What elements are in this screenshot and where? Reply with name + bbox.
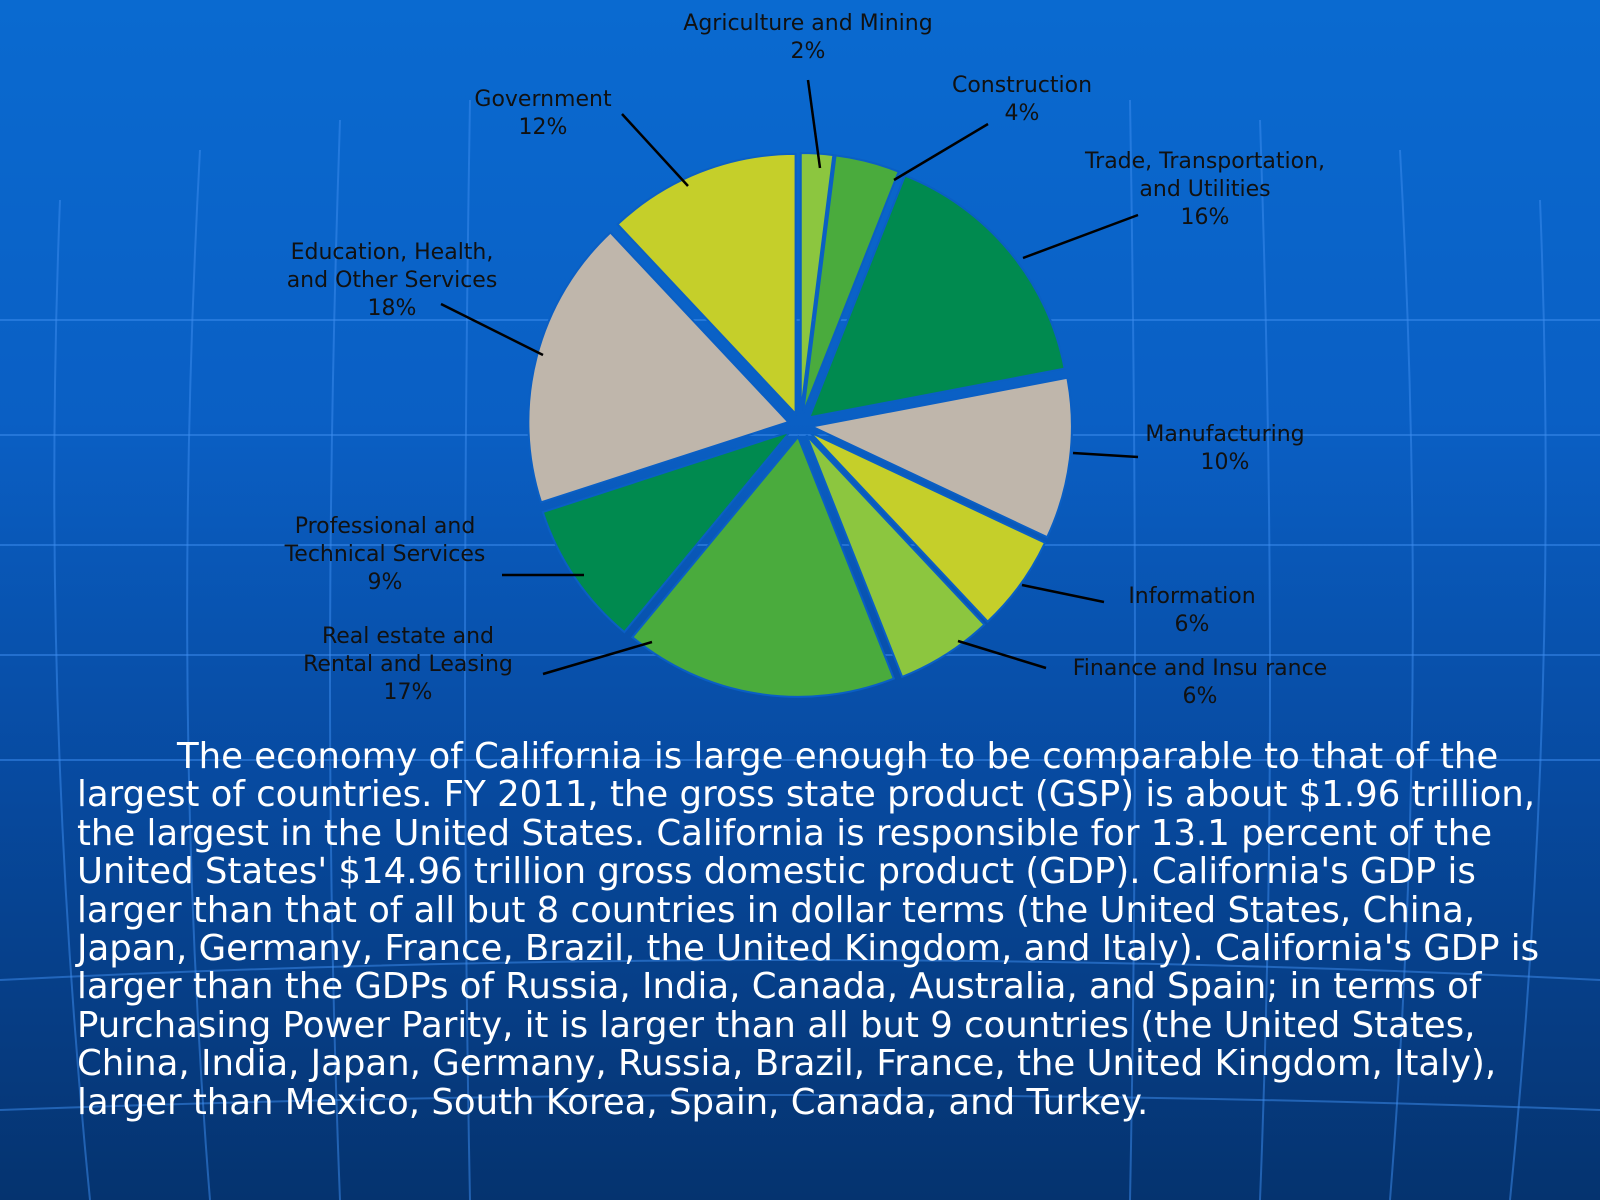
pie-slice-construction [801,154,900,414]
leader-line-construction [893,122,989,182]
pie-label-finance-insurance: Finance and Insu rance 6% [1073,656,1327,709]
economy-paragraph: The economy of California is large enoug… [77,736,1540,1123]
pie-label-manufacturing: Manufacturing 10% [1145,422,1304,475]
leader-line-trade-transportation-utilities [1022,213,1139,260]
pie-slice-information [808,431,1047,623]
pie-slice-professional-technical-services [541,429,794,634]
leader-line-manufacturing [1072,451,1139,459]
leader-line-information [1021,583,1105,604]
pie-label-professional-technical-services: Professional and Technical Services 9% [284,514,486,595]
pie-slice-real-estate-rental-leasing [630,434,896,698]
pie-label-information: Information 6% [1128,584,1255,637]
pie-slice-finance-insurance [805,434,986,679]
leader-line-agriculture-mining [806,79,822,169]
pie-slice-government [616,152,797,417]
leader-line-real-estate-rental-leasing [542,640,653,676]
gdp-pie-chart: Agriculture and Mining 2% Construction 4% Tr… [284,11,1328,709]
pie-label-trade-transportation-utilities: Trade, Transportation, and Utilities 16% [1084,149,1325,230]
leader-line-education-health-other-services [440,302,544,357]
pie-label-education-health-other-services: Education, Health, and Other Services 18% [287,240,498,321]
pie-label-agriculture-mining: Agriculture and Mining 2% [683,11,932,64]
pie-label-real-estate-rental-leasing: Real estate and Rental and Leasing 17% [303,624,513,705]
pie-label-government: Government 12% [474,87,612,140]
pie-slice-trade-transportation-utilities [807,174,1066,419]
pie-label-construction: Construction 4% [952,73,1092,126]
pie-slice-education-health-other-services [527,231,791,504]
leader-line-finance-insurance [957,639,1047,670]
leader-line-government [621,113,689,187]
pie-slice-manufacturing [808,376,1073,539]
